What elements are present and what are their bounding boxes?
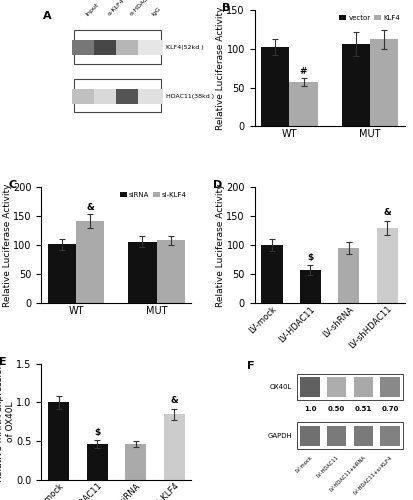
Text: LV-HDAC11: LV-HDAC11 bbox=[316, 455, 340, 479]
Text: #: # bbox=[300, 67, 307, 76]
Text: B: B bbox=[221, 3, 230, 13]
FancyBboxPatch shape bbox=[327, 377, 346, 397]
Text: &: & bbox=[170, 396, 178, 405]
Y-axis label: Relative Luciferase Activity: Relative Luciferase Activity bbox=[216, 6, 225, 130]
Text: KLF4(52kd ): KLF4(52kd ) bbox=[166, 44, 204, 50]
Bar bbox=[338, 248, 359, 303]
Bar bbox=[76, 221, 104, 303]
Bar bbox=[261, 245, 282, 303]
Text: α-KLF4: α-KLF4 bbox=[107, 0, 126, 17]
FancyBboxPatch shape bbox=[300, 377, 320, 397]
Text: OX40L: OX40L bbox=[270, 384, 292, 390]
FancyBboxPatch shape bbox=[116, 40, 142, 55]
Bar bbox=[128, 242, 157, 303]
FancyBboxPatch shape bbox=[138, 40, 163, 55]
Text: &: & bbox=[383, 208, 391, 217]
Text: A: A bbox=[43, 11, 52, 21]
Text: C: C bbox=[8, 180, 17, 190]
Text: $: $ bbox=[307, 253, 313, 262]
Bar bbox=[87, 444, 108, 480]
Bar bbox=[342, 44, 370, 126]
FancyBboxPatch shape bbox=[300, 426, 320, 446]
FancyBboxPatch shape bbox=[297, 422, 403, 449]
Text: α-HDAC11: α-HDAC11 bbox=[129, 0, 155, 17]
Bar bbox=[377, 228, 398, 303]
Legend: siRNA, si-KLF4: siRNA, si-KLF4 bbox=[119, 190, 188, 199]
Text: LV-HDAC11+siRNA: LV-HDAC11+siRNA bbox=[329, 455, 367, 493]
Text: LV-HDAC11+si-KLF4: LV-HDAC11+si-KLF4 bbox=[353, 455, 394, 496]
Y-axis label: Relative mRNA expression
of OX40L: Relative mRNA expression of OX40L bbox=[0, 362, 15, 482]
Y-axis label: Relative Luciferase Activity: Relative Luciferase Activity bbox=[216, 183, 225, 306]
Bar bbox=[300, 270, 321, 303]
Text: 0.70: 0.70 bbox=[381, 406, 399, 412]
Text: 0.50: 0.50 bbox=[328, 406, 345, 412]
Bar bbox=[290, 82, 318, 126]
FancyBboxPatch shape bbox=[380, 377, 399, 397]
FancyBboxPatch shape bbox=[74, 78, 161, 112]
Text: D: D bbox=[213, 180, 222, 190]
FancyBboxPatch shape bbox=[94, 88, 120, 104]
Text: HDAC11(38kd ): HDAC11(38kd ) bbox=[166, 94, 214, 98]
FancyBboxPatch shape bbox=[116, 88, 142, 104]
FancyBboxPatch shape bbox=[354, 377, 373, 397]
FancyBboxPatch shape bbox=[74, 30, 161, 64]
Bar bbox=[261, 47, 290, 126]
Text: 1.0: 1.0 bbox=[304, 406, 316, 412]
FancyBboxPatch shape bbox=[138, 88, 163, 104]
Bar bbox=[48, 402, 69, 480]
Bar bbox=[164, 414, 185, 480]
Bar bbox=[125, 444, 146, 480]
FancyBboxPatch shape bbox=[354, 426, 373, 446]
Bar bbox=[48, 244, 76, 303]
Text: $: $ bbox=[94, 428, 100, 437]
FancyBboxPatch shape bbox=[72, 40, 98, 55]
Bar bbox=[370, 40, 398, 126]
Text: Input: Input bbox=[85, 2, 100, 17]
Legend: vector, KLF4: vector, KLF4 bbox=[338, 14, 401, 22]
Text: &: & bbox=[86, 203, 94, 212]
Text: LV-mock: LV-mock bbox=[294, 455, 313, 474]
Text: GAPDH: GAPDH bbox=[267, 433, 292, 439]
FancyBboxPatch shape bbox=[380, 426, 399, 446]
FancyBboxPatch shape bbox=[72, 88, 98, 104]
Text: IgG: IgG bbox=[151, 6, 162, 17]
Text: E: E bbox=[0, 356, 7, 366]
Text: F: F bbox=[247, 362, 254, 372]
FancyBboxPatch shape bbox=[297, 374, 403, 400]
FancyBboxPatch shape bbox=[327, 426, 346, 446]
Bar bbox=[157, 240, 185, 303]
FancyBboxPatch shape bbox=[94, 40, 120, 55]
Y-axis label: Relative Luciferase Activity: Relative Luciferase Activity bbox=[3, 183, 12, 306]
Text: 0.51: 0.51 bbox=[355, 406, 372, 412]
